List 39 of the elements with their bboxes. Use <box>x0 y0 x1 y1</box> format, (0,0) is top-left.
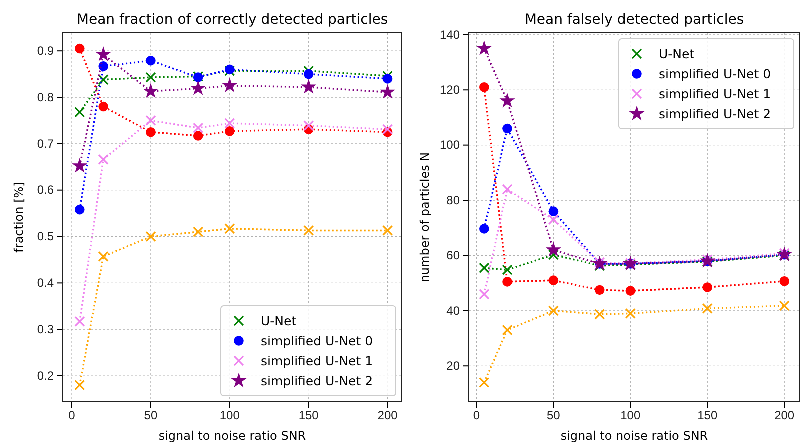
x-tick-label: 200 <box>378 408 398 423</box>
legend-label: simplified U-Net 2 <box>659 106 772 122</box>
y-axis-title: fraction [%] <box>12 182 26 253</box>
y-tick-label: 0.5 <box>37 230 54 244</box>
x-tick-label: 0 <box>473 408 480 423</box>
x-tick-label: 200 <box>774 408 795 423</box>
legend-label: simplified U-Net 1 <box>659 86 772 102</box>
y-tick-label: 0.9 <box>37 44 54 58</box>
y-tick-label: 0.6 <box>37 183 54 198</box>
y-tick-label: 0.7 <box>37 136 54 151</box>
y-axis-title: number of particles N <box>418 152 432 283</box>
x-tick-label: 100 <box>620 408 641 423</box>
y-tick-label: 120 <box>440 82 460 97</box>
legend-label: U-Net <box>659 46 695 62</box>
legend-label: simplified U-Net 0 <box>261 334 374 348</box>
y-tick-label: 140 <box>440 28 460 42</box>
x-tick-label: 100 <box>220 408 240 423</box>
chart-title: Mean falsely detected particles <box>524 12 744 28</box>
y-tick-label: 20 <box>446 358 460 373</box>
y-tick-label: 0.8 <box>37 90 54 104</box>
y-tick-label: 0.2 <box>37 368 54 383</box>
x-axis-title: signal to noise ratio SNR <box>560 429 708 443</box>
chart-title: Mean fraction of correctly detected particles <box>76 12 388 28</box>
y-tick-label: 60 <box>446 248 460 263</box>
x-tick-label: 150 <box>698 408 718 423</box>
legend-label: simplified U-Net 0 <box>659 66 772 82</box>
x-axis-title: signal to noise ratio SNR <box>158 429 306 443</box>
y-tick-label: 100 <box>440 138 460 152</box>
x-tick-label: 50 <box>144 408 158 423</box>
y-tick-label: 0.4 <box>37 276 54 290</box>
legend-label: simplified U-Net 1 <box>261 354 374 368</box>
y-tick-label: 80 <box>446 193 460 208</box>
y-tick-label: 40 <box>446 304 460 318</box>
x-tick-label: 0 <box>68 408 76 423</box>
x-tick-label: 150 <box>298 408 320 423</box>
x-tick-label: 50 <box>546 408 561 423</box>
legend-label: U-Net <box>261 314 297 328</box>
legend-label: simplified U-Net 2 <box>261 374 374 388</box>
y-tick-label: 0.3 <box>37 322 54 336</box>
